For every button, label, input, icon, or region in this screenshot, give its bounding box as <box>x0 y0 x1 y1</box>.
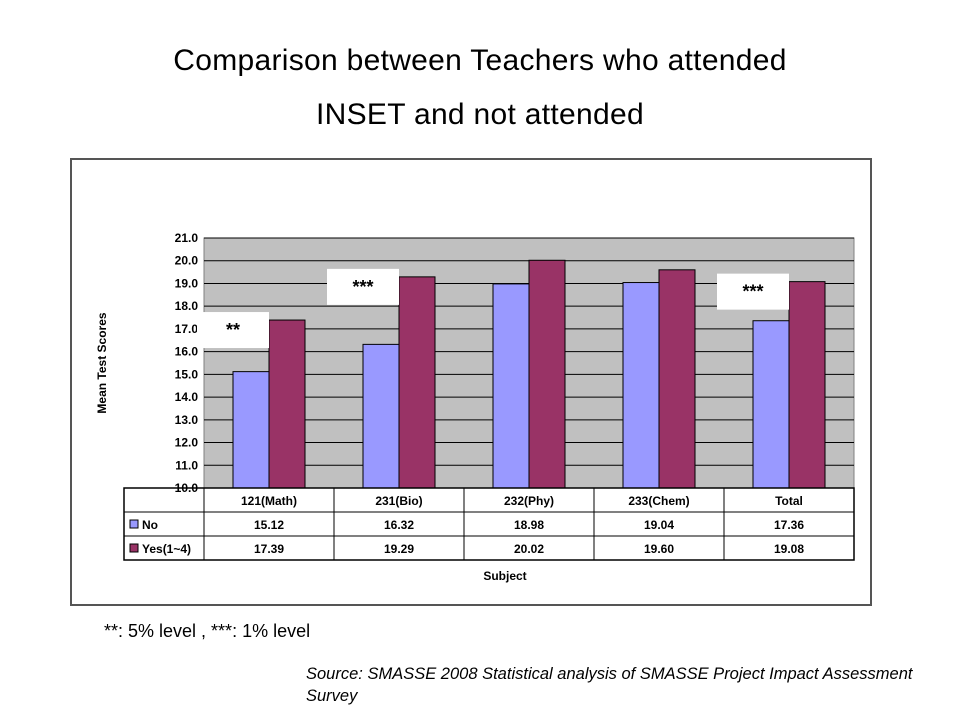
bar-yes <box>788 281 826 489</box>
y-tick-label: 21.0 <box>175 231 199 245</box>
title-line-2: INSET and not attended <box>316 98 644 131</box>
title-line-1: Comparison between Teachers who attended <box>173 44 787 77</box>
source-note: Source: SMASSE 2008 Statistical analysis… <box>306 665 913 705</box>
significance-label: *** <box>742 282 763 302</box>
x-tick-label: 231(Bio) <box>375 494 422 508</box>
data-label: 19.08 <box>774 542 804 556</box>
data-label: 17.39 <box>254 542 284 556</box>
significance-box <box>197 312 269 349</box>
y-tick-label: 14.0 <box>175 390 199 404</box>
significance-label: ** <box>226 320 240 340</box>
y-tick-label: 12.0 <box>175 436 199 450</box>
data-label: 18.98 <box>514 518 544 532</box>
x-tick-label: 232(Phy) <box>504 494 554 508</box>
y-tick-label: 13.0 <box>175 413 199 427</box>
y-tick-label: 20.0 <box>175 254 199 268</box>
bar-no <box>752 320 790 489</box>
y-tick-label: 15.0 <box>175 367 199 381</box>
bar-no <box>492 283 530 489</box>
x-tick-label: 233(Chem) <box>628 494 689 508</box>
y-tick-label: 18.0 <box>175 299 199 313</box>
bar-yes <box>268 319 306 489</box>
data-label: 19.04 <box>644 518 674 532</box>
chart-frame: 10.0 11.0 12.0 13.0 14.0 15.0 16.0 17.0 18.0 19.0… <box>70 158 872 606</box>
x-tick-label: 121(Math) <box>241 494 297 508</box>
significance-box <box>327 268 399 305</box>
bar-yes <box>658 269 696 489</box>
bar-no <box>622 282 660 489</box>
significance-box <box>717 273 789 310</box>
y-tick-label: 11.0 <box>175 458 198 472</box>
x-axis-title: Subject <box>483 569 526 583</box>
data-label: 19.60 <box>644 542 674 556</box>
data-label: 16.32 <box>384 518 414 532</box>
bar-yes <box>528 259 566 489</box>
legend-swatch-yes <box>129 543 139 553</box>
significance-label: *** <box>352 277 373 297</box>
y-tick-label: 19.0 <box>175 276 199 290</box>
y-tick-label: 17.0 <box>175 322 199 336</box>
data-label: 20.02 <box>514 542 544 556</box>
legend-label-yes: Yes(1~4) <box>142 542 191 556</box>
bar-no <box>232 371 270 489</box>
data-label: 15.12 <box>254 518 284 532</box>
data-label: 17.36 <box>774 518 804 532</box>
data-label: 19.29 <box>384 542 414 556</box>
data-table-border <box>123 487 855 561</box>
bar-chart: 10.011.012.013.014.015.016.017.018.019.0… <box>95 231 855 583</box>
bar-yes <box>398 276 436 489</box>
bar-no <box>362 343 400 489</box>
y-tick-label: 16.0 <box>175 345 199 359</box>
legend-label-no: No <box>142 518 158 532</box>
slide-title: Comparison between Teachers who attended… <box>0 34 960 142</box>
x-tick-label: Total <box>775 494 803 508</box>
y-axis-title: Mean Test Scores <box>95 312 109 413</box>
significance-footnote: **: 5% level , ***: 1% level <box>104 621 311 641</box>
legend-swatch-no <box>129 519 139 529</box>
